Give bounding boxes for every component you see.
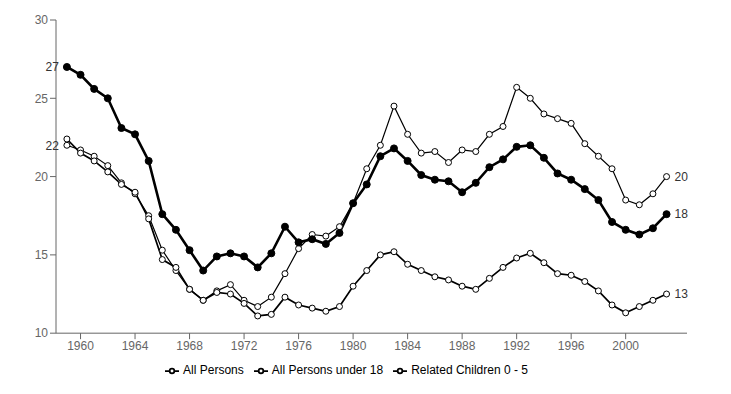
svg-text:27: 27 — [46, 60, 60, 74]
svg-text:1992: 1992 — [503, 339, 530, 353]
svg-text:22: 22 — [46, 139, 60, 153]
html-text:Related Children 0 - 5: Related Children 0 - 5 — [411, 363, 528, 378]
svg-text:2000: 2000 — [612, 339, 639, 353]
html-text:All Persons under 18: All Persons under 18 — [271, 363, 384, 378]
html-text:All Persons: All Persons — [183, 363, 244, 378]
svg-text:1960: 1960 — [67, 339, 94, 353]
svg-text:1988: 1988 — [449, 339, 476, 353]
svg-text:10: 10 — [35, 326, 49, 340]
svg-text:15: 15 — [35, 248, 49, 262]
svg-text:20: 20 — [35, 170, 49, 184]
svg-text:25: 25 — [35, 92, 49, 106]
svg-text:1996: 1996 — [558, 339, 585, 353]
svg-text:20: 20 — [675, 170, 689, 184]
svg-text:18: 18 — [675, 207, 689, 221]
svg-text:1964: 1964 — [122, 339, 149, 353]
svg-text:1976: 1976 — [285, 339, 312, 353]
svg-text:1980: 1980 — [340, 339, 367, 353]
svg-text:13: 13 — [675, 287, 689, 301]
svg-text:1968: 1968 — [176, 339, 203, 353]
svg-text:30: 30 — [35, 13, 49, 27]
svg-text:1984: 1984 — [394, 339, 421, 353]
svg-text:1972: 1972 — [231, 339, 258, 353]
